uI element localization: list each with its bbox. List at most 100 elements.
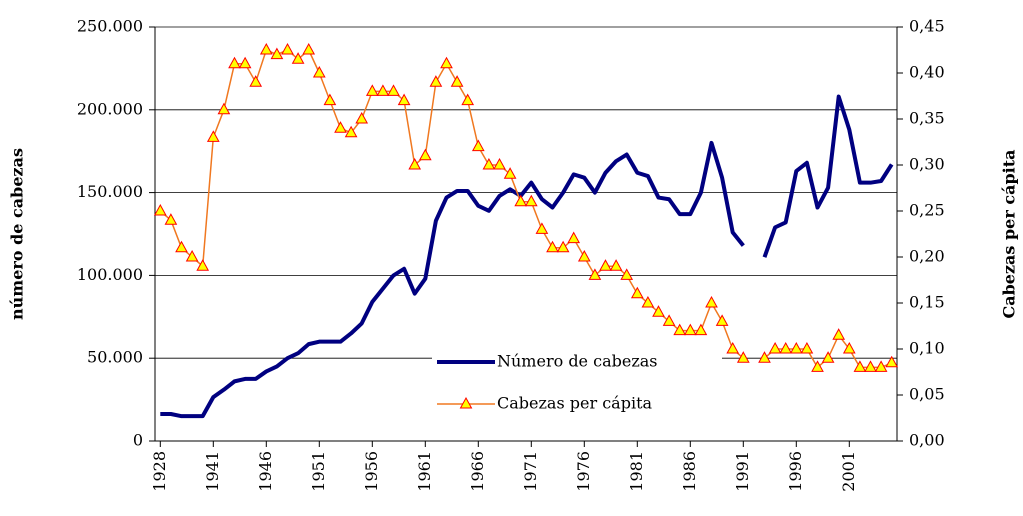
marker (259, 42, 273, 55)
marker (885, 355, 899, 368)
marker (662, 314, 676, 326)
marker (238, 56, 252, 69)
marker (164, 213, 178, 225)
marker (228, 56, 241, 69)
marker (493, 157, 506, 170)
marker (185, 249, 199, 262)
marker (270, 47, 284, 60)
y2-axis-title: Cabezas per cápita (1000, 150, 1019, 319)
marker (418, 148, 432, 161)
marker (355, 111, 369, 124)
marker (175, 240, 188, 253)
y2-tick-label: 0,15 (909, 293, 945, 312)
marker (397, 93, 411, 106)
marker (842, 341, 856, 354)
marker (609, 259, 623, 271)
x-tick-label: 2001 (839, 451, 858, 492)
marker (853, 360, 867, 372)
x-tick-label: 1928 (150, 451, 169, 492)
marker (715, 314, 729, 326)
marker (323, 93, 337, 106)
marker (736, 351, 750, 363)
marker (334, 121, 347, 133)
legend-label: Número de cabezas (497, 352, 658, 371)
y2-tick-label: 0,00 (909, 431, 945, 450)
marker (864, 360, 877, 372)
y2-tick-label: 0,40 (909, 63, 945, 82)
legend: Número de cabezas Cabezas per cápita (432, 342, 722, 424)
marker (821, 351, 835, 363)
marker (217, 102, 231, 115)
marker (302, 42, 316, 55)
marker (344, 125, 358, 138)
marker (429, 75, 443, 87)
marker (874, 360, 888, 372)
x-tick-label: 1971 (521, 451, 540, 492)
marker (567, 231, 581, 244)
marker (482, 157, 496, 170)
marker (620, 268, 634, 280)
marker (683, 323, 697, 336)
marker (652, 305, 665, 317)
x-tick-label: 1941 (203, 451, 222, 492)
marker (673, 323, 687, 336)
x-tick-label: 1951 (309, 451, 328, 492)
y-tick-label: 100.000 (77, 265, 143, 284)
marker (440, 56, 453, 69)
marker (768, 341, 782, 354)
legend-marker (459, 396, 473, 409)
x-tick-label: 1956 (362, 451, 381, 492)
marker (832, 328, 846, 340)
x-tick-label: 1991 (733, 451, 752, 492)
x-tick-label: 1966 (468, 451, 487, 492)
x-tick-label: 1946 (256, 451, 275, 492)
marker (588, 268, 602, 280)
series-line (160, 94, 894, 419)
marker (800, 341, 814, 354)
marker (291, 52, 305, 64)
marker (461, 93, 475, 106)
y-tick-label: 0 (133, 431, 143, 450)
marker (450, 75, 464, 87)
legend-box (432, 342, 722, 424)
series-line (159, 49, 892, 369)
marker (471, 139, 485, 152)
marker (312, 65, 326, 78)
y-axis-title: número de cabezas (8, 148, 27, 320)
marker (249, 75, 263, 87)
y2-tick-label: 0,05 (909, 385, 945, 404)
x-tick-label: 1996 (786, 451, 805, 492)
marker (365, 84, 379, 96)
marker (630, 286, 644, 299)
marker (387, 84, 400, 96)
marker (758, 351, 771, 363)
x-tick-label: 1981 (627, 451, 646, 492)
marker (206, 130, 220, 142)
x-tick-label: 1961 (415, 451, 434, 492)
marker (726, 341, 740, 354)
marker (577, 249, 591, 262)
y2-tick-label: 0,45 (909, 17, 945, 36)
x-tick-label: 1986 (680, 451, 699, 492)
legend-label: Cabezas per cápita (497, 394, 652, 413)
y2-tick-label: 0,20 (909, 247, 945, 266)
y2-tick-label: 0,35 (909, 109, 945, 128)
marker (281, 42, 294, 55)
marker (705, 295, 718, 308)
marker (535, 222, 549, 234)
marker (641, 295, 655, 308)
marker (514, 194, 528, 207)
marker (408, 157, 422, 170)
y2-tick-label: 0,30 (909, 155, 945, 174)
marker (599, 259, 612, 271)
y2-tick-label: 0,25 (909, 201, 945, 220)
y-tick-label: 200.000 (77, 99, 143, 118)
x-tick-label: 1976 (574, 451, 593, 492)
marker (546, 240, 559, 253)
marker (503, 167, 517, 179)
y-tick-label: 250.000 (77, 17, 143, 36)
y-tick-label: 150.000 (77, 182, 143, 201)
marker (789, 341, 803, 354)
marker (694, 323, 708, 336)
